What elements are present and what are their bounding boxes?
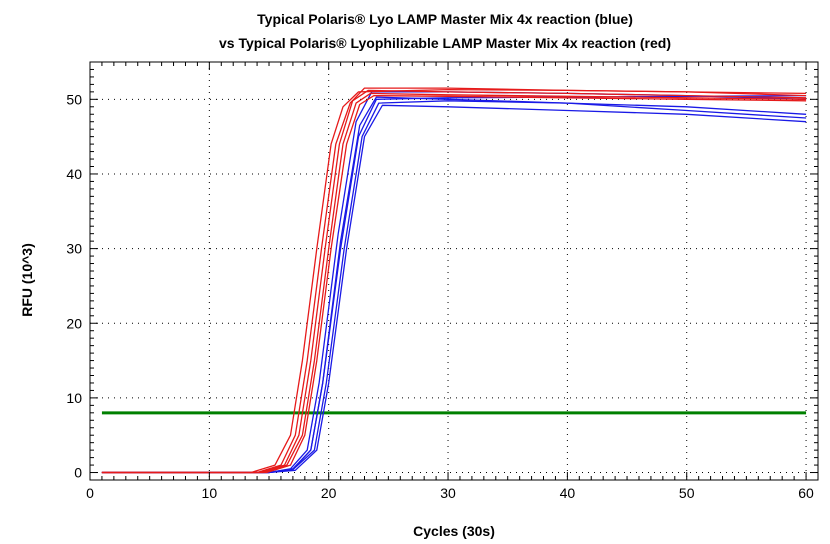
y-tick-label: 40 [66, 166, 82, 182]
y-tick-labels: 0 10 20 30 40 50 [66, 91, 82, 480]
series-line-blue-5 [101, 96, 807, 474]
x-axis-label: Cycles (30s) [413, 523, 495, 539]
y-tick-label: 20 [66, 315, 82, 331]
y-tick-label: 50 [66, 91, 82, 107]
y-tick-label: 10 [66, 390, 82, 406]
x-tick-label: 60 [798, 485, 814, 501]
x-tick-label: 30 [440, 485, 456, 501]
series-line-red-9 [101, 92, 807, 474]
series-line-blue-2 [101, 100, 807, 474]
series-lines [101, 87, 807, 474]
series-line-red-8 [101, 89, 807, 474]
y-tick-label: 0 [74, 465, 82, 481]
x-tick-labels: 0 10 20 30 40 50 60 [86, 485, 814, 501]
series-line-blue-3 [101, 104, 807, 474]
tick-marks [89, 61, 819, 480]
series-line-blue-4 [101, 91, 807, 474]
y-tick-label: 30 [66, 241, 82, 257]
chart-title-line-2: vs Typical Polaris® Lyophilizable LAMP M… [219, 35, 671, 51]
series-line-red-6 [101, 88, 807, 474]
series-line-red-7 [101, 87, 807, 474]
chart-title-line-1: Typical Polaris® Lyo LAMP Master Mix 4x … [257, 11, 633, 27]
x-tick-label: 50 [679, 485, 695, 501]
plot-frame [89, 61, 819, 481]
x-tick-label: 20 [321, 485, 337, 501]
series-line-red-10 [101, 94, 807, 474]
x-tick-label: 10 [202, 485, 218, 501]
series-line-blue-1 [101, 94, 807, 474]
x-tick-label: 40 [560, 485, 576, 501]
grid [90, 62, 818, 480]
y-axis-label: RFU (10^3) [19, 243, 35, 317]
x-tick-label: 0 [86, 485, 94, 501]
